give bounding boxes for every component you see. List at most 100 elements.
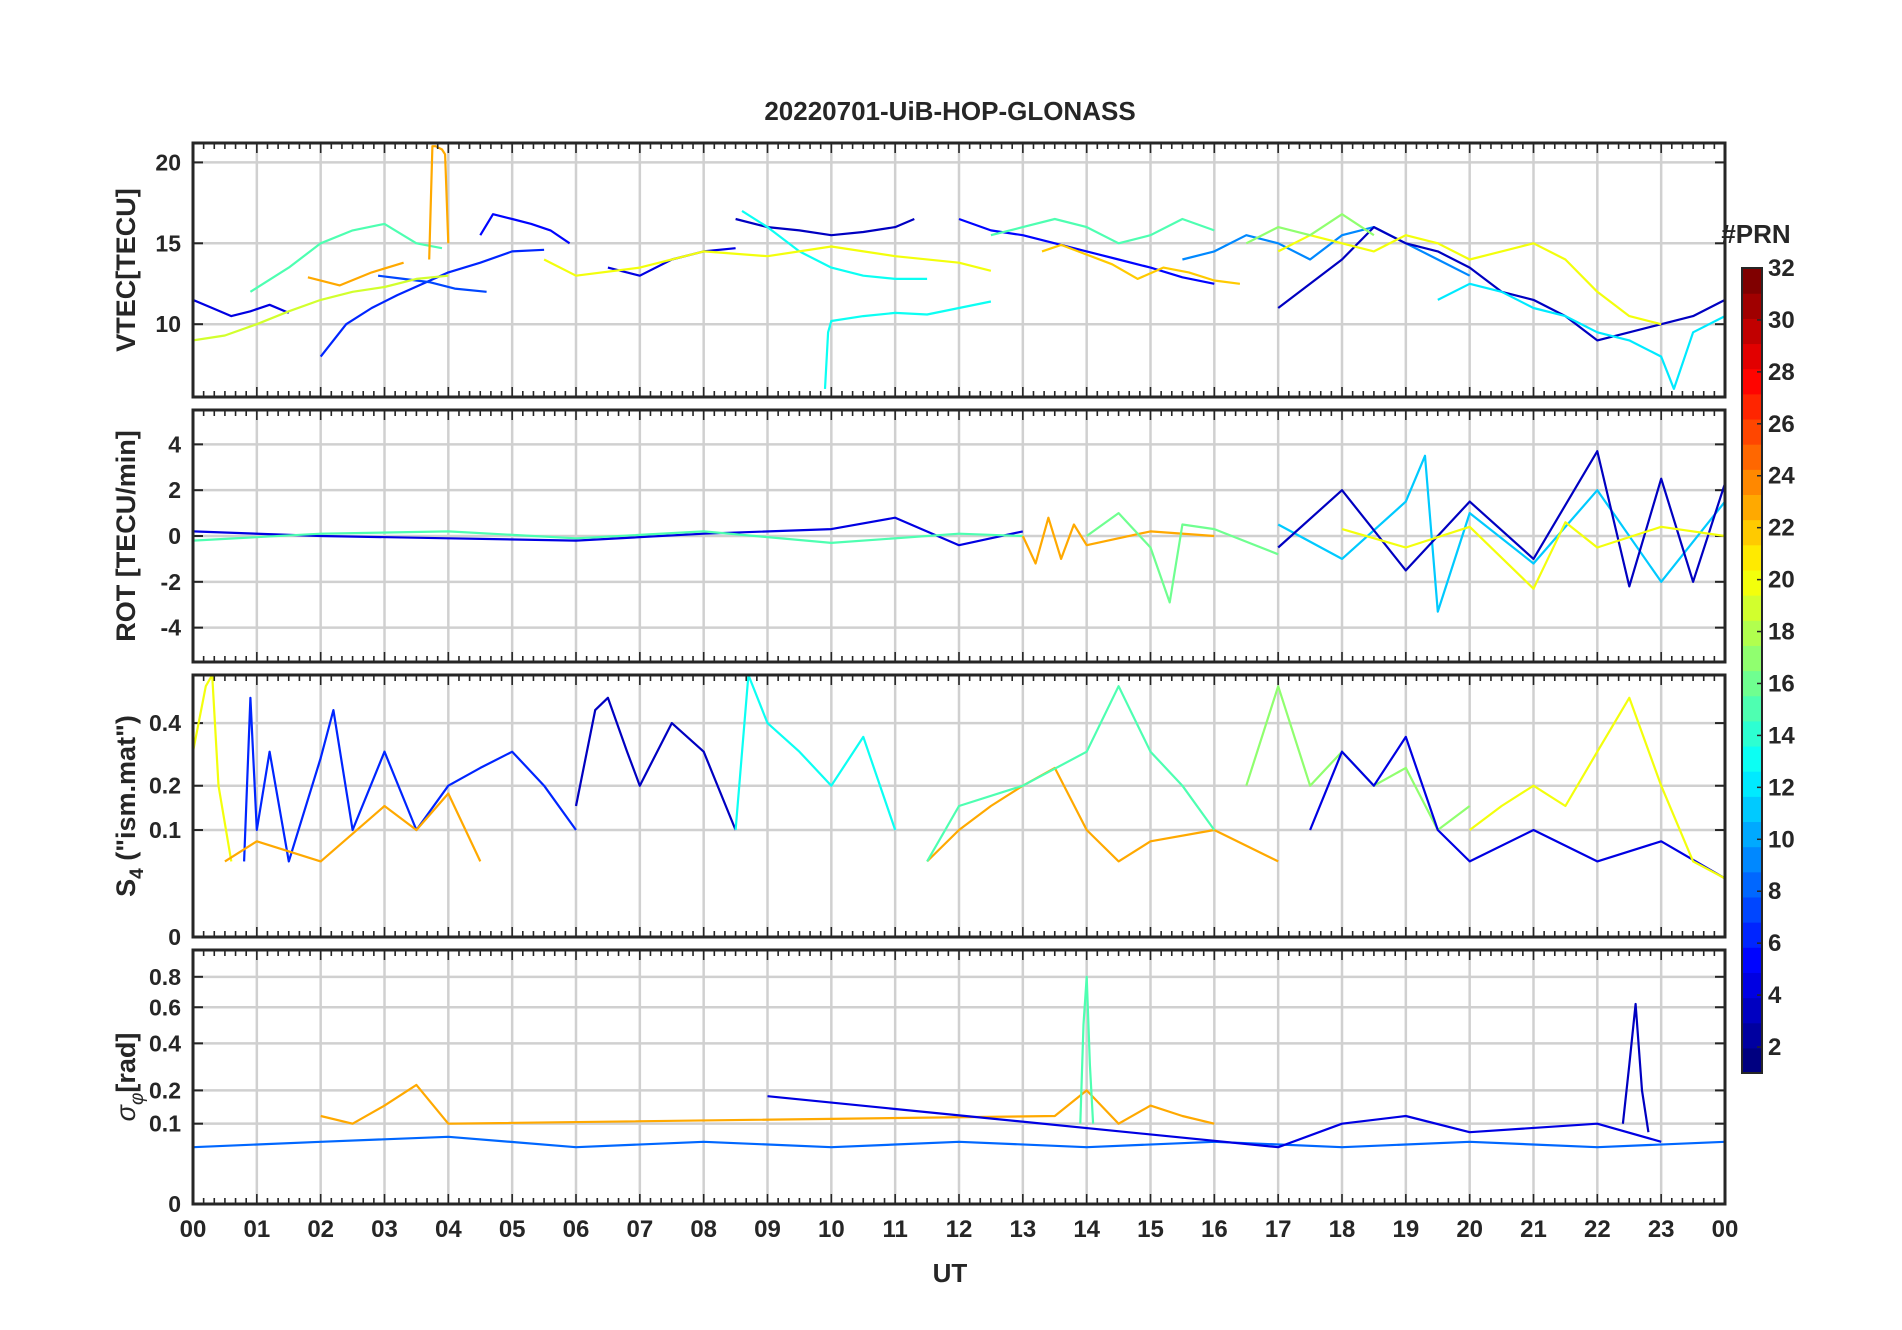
series-line-prn-23	[320, 1083, 1215, 1125]
y-tick-label: 0.1	[149, 1111, 181, 1137]
colorbar-band	[1742, 871, 1762, 898]
series-line-prn-20	[1277, 234, 1662, 326]
colorbar-tick-label: 16	[1768, 670, 1795, 697]
colorbar-band	[1742, 846, 1762, 873]
colorbar-tick-label: 8	[1768, 878, 1781, 905]
y-axis-label: VTEC[TECU]	[111, 188, 141, 352]
x-tick-label: 22	[1584, 1216, 1611, 1243]
colorbar-band	[1742, 519, 1762, 546]
y-tick-label: 0.2	[149, 1077, 181, 1103]
series-line-prn-3	[1621, 1002, 1650, 1133]
colorbar-band	[1742, 469, 1762, 496]
y-axis-label-main: σ	[111, 1103, 141, 1121]
series-line-prn-9	[1182, 226, 1471, 277]
x-tick-label: 02	[307, 1216, 334, 1243]
x-tick-label: 08	[690, 1216, 717, 1243]
series-line-prn-23	[307, 261, 404, 287]
x-tick-label: 09	[754, 1216, 781, 1243]
colorbar-band	[1742, 1022, 1762, 1049]
axes-box	[191, 948, 1727, 1206]
colorbar-band	[1742, 695, 1762, 722]
axes-box	[191, 673, 1727, 939]
axes-box	[191, 141, 1727, 399]
x-tick-label: 18	[1329, 1216, 1356, 1243]
colorbar-band	[1742, 544, 1762, 571]
series-line-prn-12	[1437, 282, 1725, 390]
series-line-prn-8	[193, 1135, 1725, 1149]
y-tick-label: 0.4	[149, 1030, 181, 1056]
colorbar-tick-label: 26	[1768, 411, 1795, 438]
series-line-prn-15	[249, 222, 443, 293]
colorbar-tick-label: 10	[1768, 826, 1795, 853]
y-axis-label: S4 ("ism.mat")	[111, 715, 148, 897]
series-line-prn-6	[319, 248, 545, 358]
colorbar-tick-label: 22	[1768, 515, 1795, 542]
series-line-prn-23	[926, 766, 1279, 863]
x-tick-label: 00	[180, 1216, 207, 1243]
colorbar-tick-label: 32	[1768, 255, 1795, 282]
series-group	[193, 675, 1725, 880]
x-tick-label: 10	[818, 1216, 845, 1243]
colorbar-band	[1742, 293, 1762, 319]
y-tick-label: 0	[168, 1191, 181, 1217]
colorbar-tick-label: 14	[1768, 722, 1795, 749]
series-line-prn-23	[1021, 516, 1215, 565]
x-tick-label: 01	[243, 1216, 270, 1243]
series-line-prn-5	[479, 213, 571, 245]
colorbar-band	[1742, 620, 1762, 646]
figure-title: 20220701-UiB-HOP-GLONASS	[764, 96, 1135, 126]
colorbar-band	[1742, 796, 1762, 823]
colorbar-band	[1742, 569, 1762, 596]
x-tick-label: 19	[1392, 1216, 1419, 1243]
series-line-prn-4	[193, 298, 290, 318]
series-line-prn-15	[926, 685, 1216, 862]
series-line-prn-13	[823, 300, 992, 389]
series-group	[193, 450, 1725, 613]
colorbar-frame	[1741, 267, 1763, 1074]
series-line-prn-4	[767, 1095, 1662, 1149]
colorbar-band	[1742, 821, 1762, 848]
colorbar-tick-label: 6	[1768, 930, 1781, 957]
x-tick-label: 07	[626, 1216, 653, 1243]
series-line-prn-13	[734, 675, 897, 831]
series-line-prn-23	[428, 145, 450, 260]
y-axis-label-rest: [rad]	[111, 1033, 141, 1093]
colorbar-tick-label: 18	[1768, 619, 1795, 646]
colorbar-band	[1742, 444, 1762, 470]
x-tick-label: 06	[563, 1216, 590, 1243]
y-axis-label-main: S	[111, 879, 141, 897]
colorbar-band	[1742, 595, 1762, 621]
y-tick-label: 0.8	[149, 964, 181, 990]
x-axis-label: UT	[933, 1258, 968, 1288]
series-line-prn-13	[741, 209, 928, 280]
series-group	[193, 975, 1725, 1149]
series-line-prn-17	[1245, 213, 1375, 245]
panel-s4: 00.10.20.4S4 ("ism.mat")	[111, 673, 1727, 950]
colorbar-tick-label: 4	[1768, 982, 1782, 1009]
y-tick-label: 20	[155, 149, 181, 175]
colorbar-band	[1742, 645, 1762, 672]
series-line-prn-15	[193, 530, 1023, 545]
colorbar-band	[1742, 896, 1762, 923]
colorbar-tick-label: 30	[1768, 307, 1795, 334]
y-tick-label: -2	[161, 569, 181, 595]
colorbar-band	[1742, 393, 1762, 420]
series-line-prn-3	[574, 696, 737, 831]
x-tick-label: 05	[499, 1216, 526, 1243]
x-tick-label: 03	[371, 1216, 398, 1243]
series-line-prn-3	[1277, 450, 1725, 588]
x-tick-label: 04	[435, 1216, 462, 1243]
colorbar-band	[1742, 922, 1762, 948]
x-tick-label: 12	[946, 1216, 973, 1243]
x-tick-label: 20	[1456, 1216, 1483, 1243]
x-tick-label: 23	[1648, 1216, 1675, 1243]
x-tick-label: 11	[882, 1216, 907, 1243]
series-group	[193, 145, 1725, 390]
x-tick-label: 00	[1712, 1216, 1739, 1243]
x-tick-label: 17	[1265, 1216, 1292, 1243]
y-tick-label: 0.1	[149, 817, 181, 843]
series-line-prn-15	[1079, 975, 1095, 1124]
series-line-prn-6	[243, 696, 577, 863]
y-tick-label: 0.2	[149, 773, 181, 799]
